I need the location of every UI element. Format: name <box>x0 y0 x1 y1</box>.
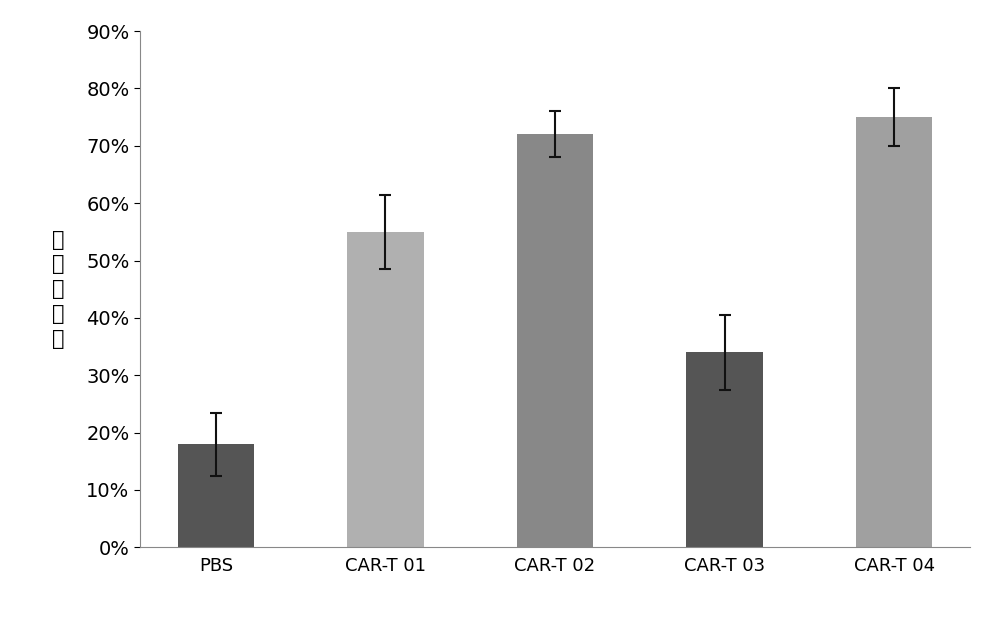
Bar <box>178 444 254 547</box>
Bar <box>856 117 932 547</box>
Y-axis label: 细
胞
杀
伤
率: 细 胞 杀 伤 率 <box>52 230 65 349</box>
Bar <box>347 232 424 547</box>
Bar <box>686 352 763 547</box>
Bar <box>517 134 593 547</box>
